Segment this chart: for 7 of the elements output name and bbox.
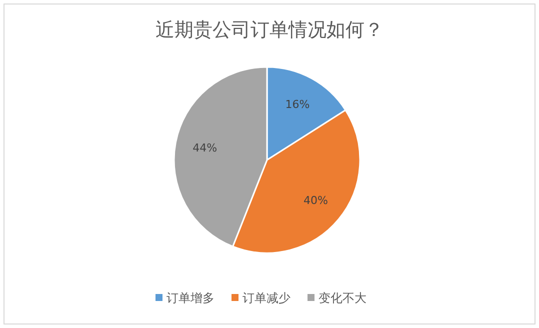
data-label: 44% [192,142,218,155]
legend-label: 订单减少 [242,291,290,305]
legend-label: 变化不大 [318,291,366,305]
data-label: 16% [285,98,310,112]
legend-label: 订单增多 [166,291,214,305]
data-label: 40% [304,194,328,207]
chart-title: 近期贵公司订单情况如何？ [156,19,384,41]
